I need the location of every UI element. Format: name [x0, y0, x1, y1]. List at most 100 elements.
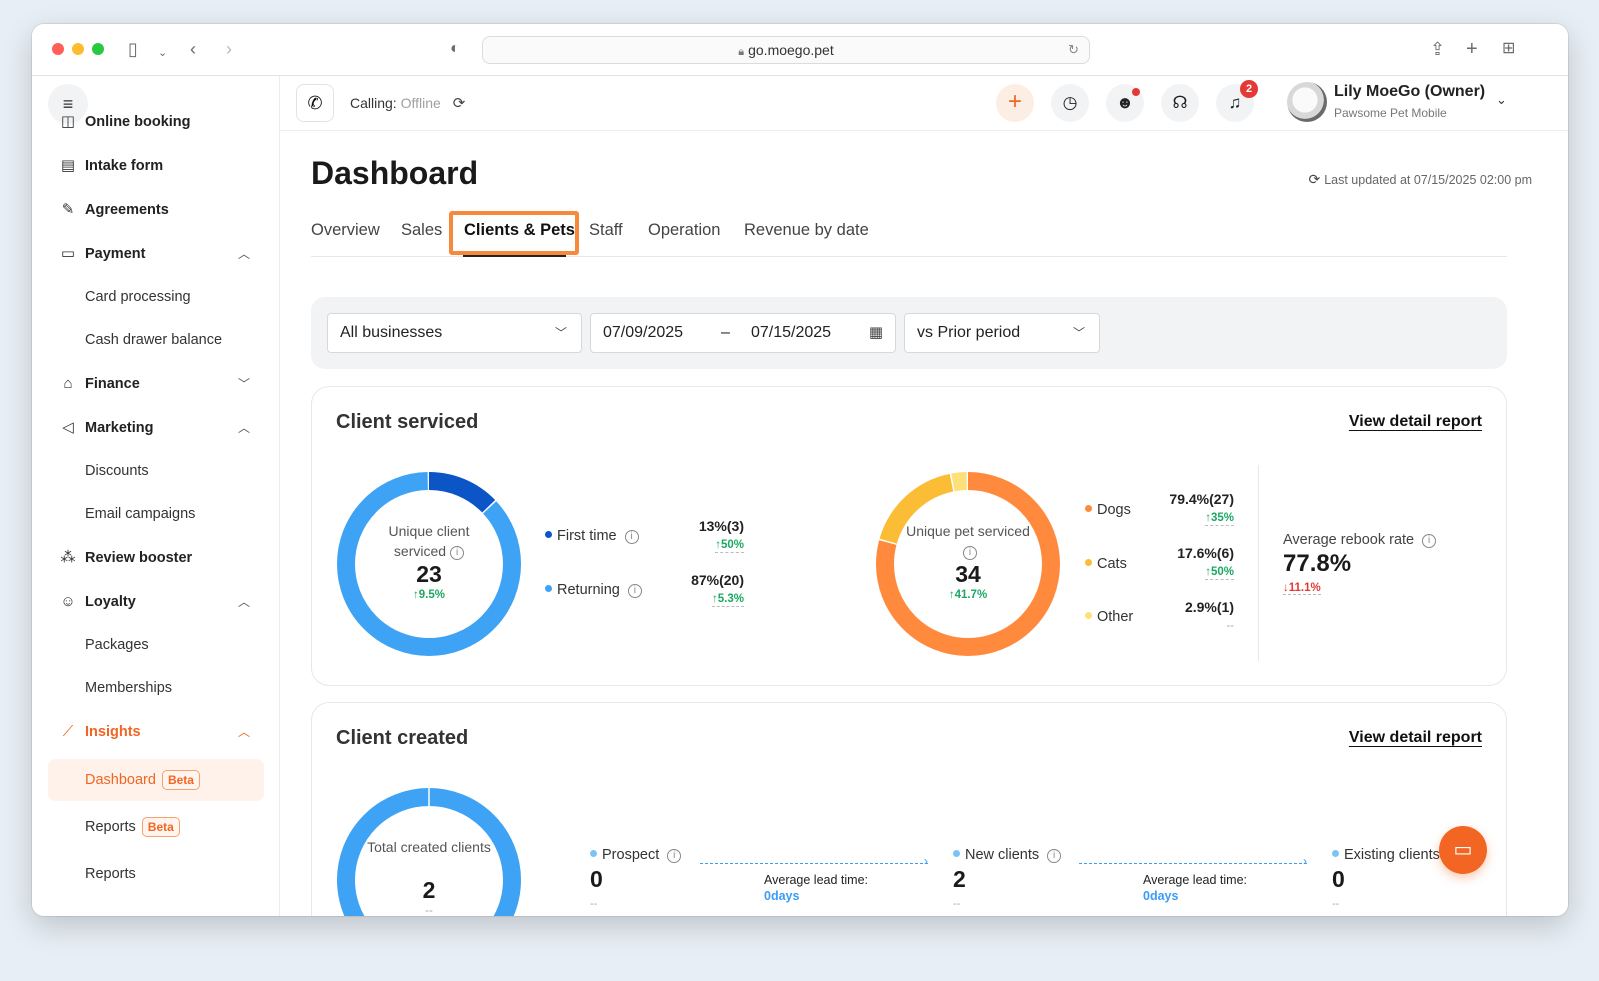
sidebar-item-insights[interactable]: ⟋ Insights ︿	[32, 714, 279, 750]
tab-clients-pets[interactable]: Clients & Pets	[464, 221, 575, 239]
sidebar-item-memberships[interactable]: Memberships	[32, 671, 279, 705]
loyalty-icon: ☺	[60, 593, 76, 610]
sidebar-item-label: Memberships	[85, 680, 173, 696]
forward-icon[interactable]: ›	[226, 39, 232, 59]
phone-logo-icon[interactable]: ✆	[296, 84, 334, 122]
chevron-up-icon: ︿	[237, 247, 250, 261]
ai-assistant-icon[interactable]: ☻	[1106, 84, 1144, 122]
sidebar-item-online-booking[interactable]: ◫ Online booking	[32, 104, 279, 140]
user-name[interactable]: Lily MoeGo (Owner)	[1334, 83, 1486, 100]
clock-icon[interactable]: ◷	[1051, 84, 1089, 122]
sidebar-item-reports[interactable]: Reports	[32, 853, 279, 895]
view-detail-report-link[interactable]: View detail report	[1348, 729, 1482, 746]
funnel-label: Existing clients	[1344, 847, 1440, 863]
tab-staff[interactable]: Staff	[589, 221, 623, 239]
sidebar-item-label: Card processing	[85, 289, 191, 305]
funnel-sub: --	[590, 898, 598, 910]
donut-value: 2	[422, 877, 436, 903]
chevron-down-icon[interactable]: ⌄	[1496, 92, 1507, 107]
funnel-value: 2	[953, 866, 966, 892]
refresh-icon[interactable]: ⟳	[1308, 171, 1321, 187]
menu-icon[interactable]: ≡	[48, 84, 88, 124]
info-icon[interactable]: i	[450, 546, 465, 560]
sidebar-item-cash-drawer-balance[interactable]: Cash drawer balance	[32, 323, 279, 357]
donut-svg	[337, 788, 521, 916]
bell-icon[interactable]: ♫ 2	[1216, 80, 1258, 122]
tab-operation[interactable]: Operation	[648, 221, 721, 239]
client-donut-chart: Unique client serviced i 23 ↑9.5%	[336, 471, 522, 657]
sidebar-item-label: Payment	[85, 246, 146, 262]
lead-time-label: Average lead time:	[1143, 873, 1247, 887]
beta-badge: Beta	[161, 770, 200, 790]
beta-badge: Beta	[141, 817, 180, 837]
headset-icon[interactable]: ☊	[1161, 84, 1199, 122]
sidebar-item-label: Agreements	[85, 202, 169, 218]
info-icon[interactable]: i	[667, 849, 682, 863]
sidebar-item-finance[interactable]: ⌂ Finance ﹀	[32, 366, 279, 402]
back-icon[interactable]: ‹	[190, 39, 196, 59]
sidebar-item-payment[interactable]: ▭ Payment ︿	[32, 236, 279, 272]
new-tab-icon[interactable]: +	[1466, 38, 1478, 60]
compare-select[interactable]: vs Prior period ﹀	[904, 313, 1100, 353]
donut-slice-first-time[interactable]	[337, 472, 521, 656]
card-title: Client created	[336, 727, 469, 749]
date-range-picker[interactable]: 07/09/2025 – 07/15/2025 ▦	[590, 313, 896, 353]
sidebar-item-discounts[interactable]: Discounts	[32, 454, 279, 488]
address-bar[interactable]: 🔒︎ go.moego.pet ↻	[482, 36, 1090, 64]
view-detail-report-link[interactable]: View detail report	[1348, 413, 1482, 430]
sidebar-item-loyalty[interactable]: ☺ Loyalty ︿	[32, 584, 279, 620]
donut-slice-returning[interactable]	[337, 472, 521, 656]
tab-overview[interactable]: Overview	[311, 221, 380, 239]
legend-dot	[1332, 850, 1339, 857]
tab-sales[interactable]: Sales	[401, 221, 443, 239]
info-icon[interactable]: i	[1422, 534, 1437, 548]
funnel-label: Prospect	[602, 847, 660, 863]
donut-slice-dogs[interactable]	[876, 472, 1060, 656]
info-icon[interactable]: i	[624, 530, 639, 544]
chevron-up-icon: ︿	[237, 595, 250, 609]
share-icon[interactable]: ⇪	[1430, 39, 1446, 59]
funnel-sub: --	[953, 898, 961, 910]
dashboard-tabs: Overview Sales Clients & Pets Staff Oper…	[311, 211, 1507, 257]
client-serviced-card: Client serviced View detail report Uniqu…	[311, 386, 1507, 686]
url-text: go.moego.pet	[748, 42, 834, 58]
minimize-window-button[interactable]	[72, 43, 84, 55]
calling-status: Calling: Offline ⟳	[350, 94, 465, 112]
donut-label: Unique client serviced i	[366, 521, 492, 561]
refresh-icon[interactable]: ⟳	[452, 95, 466, 112]
close-window-button[interactable]	[52, 43, 64, 55]
donut-delta: ↑41.7%	[948, 589, 988, 601]
business-select[interactable]: All businesses ﹀	[327, 313, 582, 353]
sidebar-item-dashboard[interactable]: Dashboard Beta	[48, 759, 264, 801]
avatar[interactable]	[1287, 82, 1327, 122]
legend-value: 79.4%(27)	[1169, 491, 1234, 507]
tab-overview-icon[interactable]: ⊞	[1502, 40, 1516, 57]
sidebar-item-marketing[interactable]: ◁ Marketing ︿	[32, 410, 279, 446]
info-icon[interactable]: i	[627, 584, 642, 598]
legend-dot	[545, 585, 552, 592]
sidebar-item-label: Email campaigns	[85, 506, 196, 522]
sidebar-item-agreements[interactable]: ✎ Agreements	[32, 192, 279, 228]
chevron-down-icon[interactable]: ⌄	[158, 47, 168, 59]
sidebar-item-reports-beta[interactable]: Reports Beta	[32, 806, 279, 848]
sidebar-item-review-booster[interactable]: ⁂ Review booster	[32, 540, 279, 576]
info-icon[interactable]: i	[963, 546, 977, 560]
sidebar-item-intake-form[interactable]: ▤ Intake form	[32, 148, 279, 184]
legend-value: 13%(3)	[698, 518, 744, 534]
created-donut-chart: Total created clients 2 --	[336, 787, 522, 916]
add-button[interactable]: +	[996, 84, 1034, 122]
reload-icon[interactable]: ↻	[1068, 42, 1079, 57]
sidebar-item-packages[interactable]: Packages	[32, 628, 279, 662]
info-icon[interactable]: i	[1047, 849, 1062, 863]
funnel-value: 0	[1332, 866, 1345, 892]
clipboard-icon: ▤	[60, 157, 76, 174]
shield-icon[interactable]: ◐	[450, 40, 460, 57]
chat-support-button[interactable]: ▭	[1439, 826, 1487, 874]
sidebar-item-email-campaigns[interactable]: Email campaigns	[32, 497, 279, 531]
sidebar-item-card-processing[interactable]: Card processing	[32, 280, 279, 314]
donut-delta: ↑9.5%	[413, 589, 445, 601]
tab-revenue-by-date[interactable]: Revenue by date	[744, 221, 869, 239]
maximize-window-button[interactable]	[92, 43, 104, 55]
sidebar-toggle-icon[interactable]: ▯	[128, 39, 138, 59]
sidebar-item-label: Finance	[85, 376, 140, 392]
